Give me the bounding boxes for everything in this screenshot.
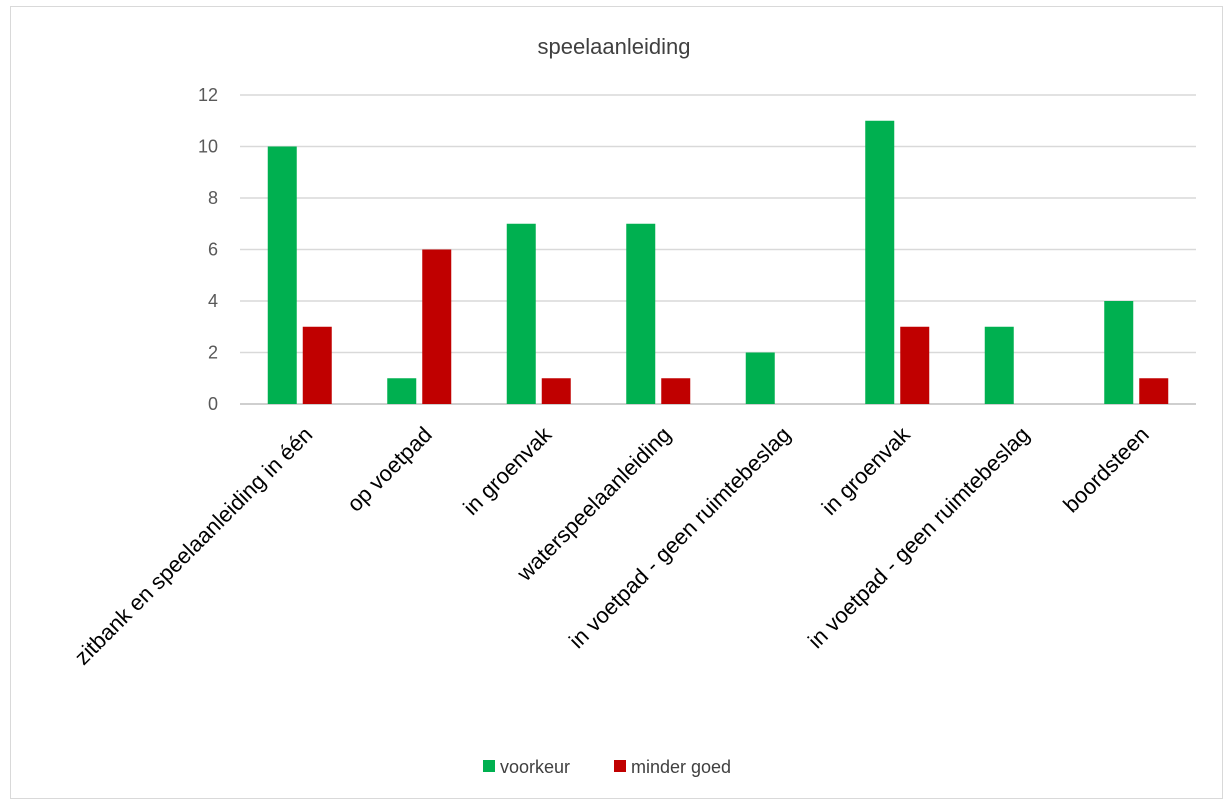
bar-minder-goed <box>661 378 691 404</box>
y-axis-ticks: 0 2 4 6 8 10 12 <box>198 85 218 414</box>
x-category-label: boordsteen <box>1058 422 1154 518</box>
bars <box>267 120 1169 404</box>
bar-voorkeur <box>865 120 895 404</box>
y-tick-label: 8 <box>208 188 218 208</box>
x-category-label: in groenvak <box>817 421 916 520</box>
chart-title: speelaanleiding <box>538 34 691 59</box>
x-axis-labels: zitbank en speelaanleiding in één op voet… <box>70 421 1154 669</box>
bar-minder-goed <box>900 326 930 404</box>
x-category-label: op voetpad <box>342 422 437 517</box>
bar-voorkeur <box>387 378 417 404</box>
x-category-label: in voetpad - geen ruimtebeslag <box>564 422 795 653</box>
bar-minder-goed <box>302 326 332 404</box>
bar-voorkeur <box>626 223 656 404</box>
legend-swatch <box>483 760 495 772</box>
y-tick-label: 2 <box>208 343 218 363</box>
bar-minder-goed <box>541 378 571 404</box>
gridlines <box>240 94 1196 405</box>
chart-frame <box>10 6 1223 799</box>
legend-label: minder goed <box>631 757 731 777</box>
x-category-label: zitbank en speelaanleiding in één <box>70 422 318 670</box>
bar-voorkeur <box>1104 301 1134 404</box>
y-tick-label: 6 <box>208 240 218 260</box>
legend: voorkeur minder goed <box>483 757 731 777</box>
bar-voorkeur <box>984 326 1014 404</box>
bar-minder-goed <box>422 249 452 404</box>
y-tick-label: 0 <box>208 394 218 414</box>
y-tick-label: 10 <box>198 137 218 157</box>
x-category-label: in voetpad - geen ruimtebeslag <box>803 422 1034 653</box>
bar-voorkeur <box>506 223 536 404</box>
legend-label: voorkeur <box>500 757 570 777</box>
y-tick-label: 12 <box>198 85 218 105</box>
bar-minder-goed <box>1139 378 1169 404</box>
bar-voorkeur <box>745 352 775 404</box>
x-category-label: in groenvak <box>458 421 557 520</box>
y-tick-label: 4 <box>208 291 218 311</box>
legend-swatch <box>614 760 626 772</box>
bar-voorkeur <box>267 146 297 404</box>
